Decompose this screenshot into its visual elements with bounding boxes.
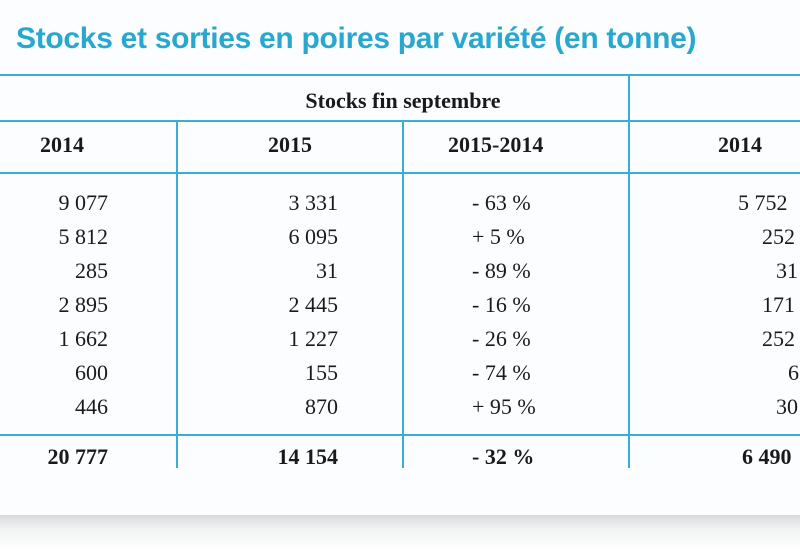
subheader-rule — [0, 120, 800, 122]
cell-r2-c3: + 5 % — [472, 224, 525, 249]
card-shadow — [0, 515, 800, 550]
top-rule — [0, 74, 800, 76]
col-header-exits-2014: 2014 — [718, 132, 762, 157]
cell-r4-c2: 2 445 — [288, 292, 339, 317]
cell-r5-c3: - 26 % — [472, 326, 531, 351]
total-c4: 6 490 — [742, 444, 792, 469]
stocks-table: Stocks et sorties en poires par variété … — [0, 22, 800, 469]
cell-r4-c4: 171 — [762, 292, 795, 317]
col-divider-3 — [628, 76, 630, 468]
total-c2: 14 154 — [277, 444, 339, 469]
cell-r6-c1: 600 — [75, 360, 108, 385]
col-header-2015: 2015 — [268, 132, 312, 157]
cell-r2-c4: 252 — [762, 224, 795, 249]
cell-r3-c1: 285 — [75, 258, 108, 283]
cell-r5-c4: 252 — [762, 326, 795, 351]
cell-r6-c4: 6 — [788, 360, 799, 385]
total-rule — [0, 434, 800, 436]
col-header-diff: 2015-2014 — [448, 132, 544, 157]
cell-r1-c4: 5 752 — [738, 190, 788, 215]
cell-r3-c3: - 89 % — [472, 258, 531, 283]
total-c1: 20 777 — [47, 444, 109, 469]
cell-r5-c1: 1 662 — [58, 326, 109, 351]
cell-r1-c2: 3 331 — [288, 190, 339, 215]
table-title: Stocks et sorties en poires par variété … — [16, 22, 697, 55]
cell-r7-c3: + 95 % — [472, 394, 536, 419]
col-divider-2 — [402, 122, 404, 468]
cell-r6-c2: 155 — [305, 360, 338, 385]
cell-r7-c4: 30 — [776, 394, 798, 419]
cell-r4-c1: 2 895 — [58, 292, 109, 317]
cell-r7-c2: 870 — [305, 394, 338, 419]
cell-r3-c4: 31 — [776, 258, 798, 283]
group-header-stocks: Stocks fin septembre — [305, 88, 501, 113]
total-c3: - 32 % — [472, 444, 535, 469]
cell-r1-c3: - 63 % — [472, 190, 531, 215]
cell-r2-c1: 5 812 — [58, 224, 109, 249]
cell-r7-c1: 446 — [75, 394, 108, 419]
cell-r4-c3: - 16 % — [472, 292, 531, 317]
header-rule — [0, 172, 800, 174]
cell-r2-c2: 6 095 — [288, 224, 339, 249]
cell-r5-c2: 1 227 — [288, 326, 339, 351]
cell-r3-c2: 31 — [316, 258, 338, 283]
col-divider-1 — [176, 122, 178, 468]
cell-r6-c3: - 74 % — [472, 360, 531, 385]
cell-r1-c1: 9 077 — [58, 190, 109, 215]
col-header-2014: 2014 — [40, 132, 84, 157]
